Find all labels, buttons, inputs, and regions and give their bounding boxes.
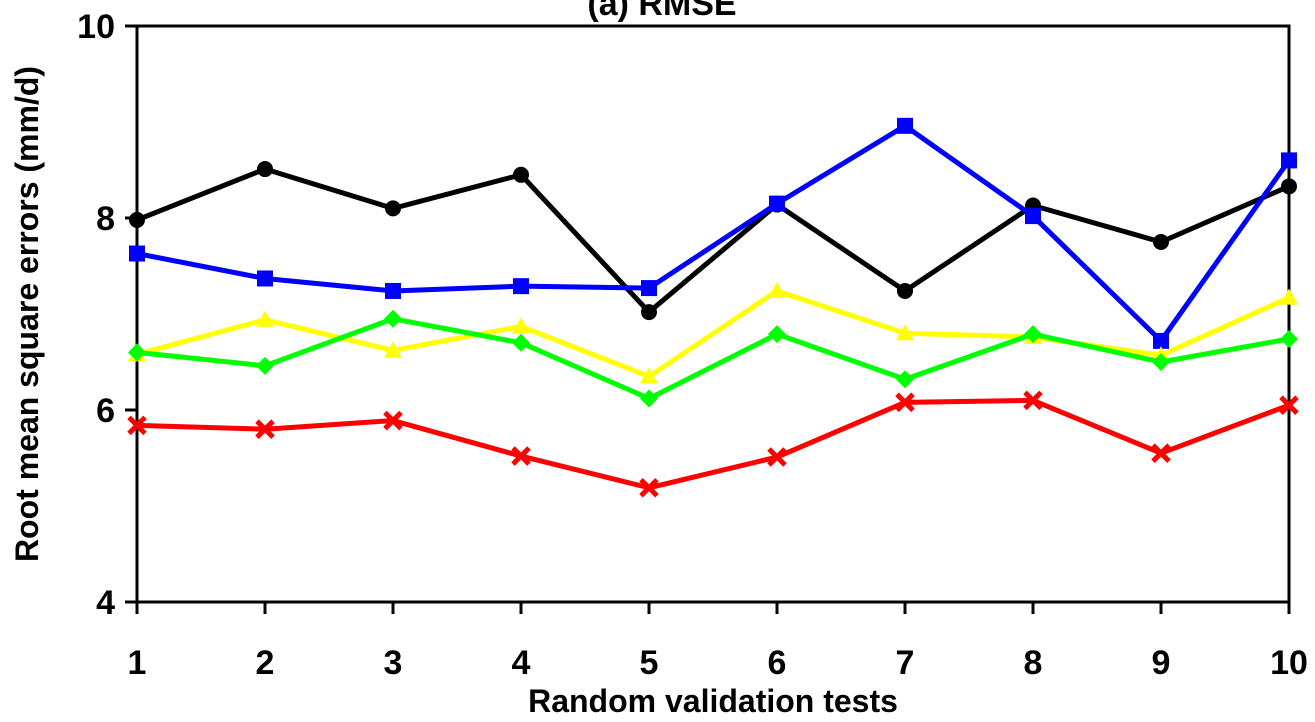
x-tick-label: 6 (768, 644, 787, 682)
series-4-point (1152, 353, 1170, 371)
chart-title: (a) RMSE (587, 0, 736, 23)
x-tick-label: 5 (640, 644, 659, 682)
x-axis: 1 2 3 4 5 6 7 8 9 10 (128, 602, 1308, 682)
series-1-point (385, 200, 401, 217)
series-2-point (897, 117, 913, 134)
series-5-point (1279, 395, 1299, 415)
series-2-point (769, 195, 785, 212)
series-2-point (1153, 332, 1169, 349)
series-1-point (1153, 234, 1169, 250)
series-2-point (257, 270, 273, 287)
x-tick-label: 10 (1270, 644, 1308, 682)
series-3-point (1280, 288, 1298, 305)
series-4-point (384, 309, 402, 328)
series-1-point (1281, 178, 1297, 195)
x-tick-label: 8 (1024, 644, 1043, 682)
series-5-point (511, 446, 531, 466)
series-1-point (897, 282, 913, 299)
series-1-point (641, 304, 657, 321)
series-2-point (385, 282, 401, 299)
series-4-point (1024, 325, 1042, 344)
series-4-point (128, 343, 146, 362)
series-3-point (896, 324, 914, 341)
series-4-line (136, 316, 1290, 401)
series-2-point (513, 278, 529, 295)
series-1-point (129, 211, 145, 228)
x-tick-label: 9 (1152, 644, 1171, 682)
series-3-point (256, 310, 274, 327)
series-4-point (256, 356, 274, 375)
series-5 (127, 390, 1299, 498)
series-1-point (257, 161, 273, 178)
series-5-point (895, 392, 915, 413)
series-5-point (127, 415, 147, 436)
y-tick-label: 10 (77, 8, 115, 46)
y-tick-label: 4 (96, 584, 115, 622)
series-5-point (383, 410, 403, 431)
plot-area-frame (135, 24, 1291, 604)
series-5-point (255, 419, 275, 439)
series-2-line (136, 123, 1292, 344)
x-tick-label: 7 (896, 644, 915, 682)
series-1-line (136, 166, 1290, 315)
x-axis-title: Random validation tests (528, 683, 898, 719)
series-2-point (1281, 152, 1297, 169)
y-tick-label: 8 (96, 200, 115, 238)
series-3-point (768, 281, 786, 298)
series-3-point (640, 367, 658, 384)
series-5-point (1151, 443, 1171, 463)
series-4 (128, 309, 1298, 408)
series-2-point (1025, 208, 1041, 225)
series-5-point (639, 477, 659, 498)
series-2-point (641, 280, 657, 297)
series-layer (127, 117, 1299, 498)
series-1 (129, 161, 1297, 321)
series-3-point (384, 341, 402, 358)
series-5-line (136, 397, 1290, 491)
series-5-point (767, 447, 787, 467)
series-1-point (513, 166, 529, 183)
y-tick-label: 6 (96, 392, 115, 430)
series-2 (129, 117, 1297, 349)
y-axis: 4 6 8 10 (77, 8, 137, 622)
series-4-point (1280, 329, 1298, 348)
series-2-point (129, 245, 145, 262)
series-4-point (512, 333, 530, 352)
series-5-point (1023, 390, 1043, 411)
x-tick-label: 2 (256, 644, 275, 682)
x-tick-label: 3 (384, 644, 403, 682)
x-tick-label: 1 (128, 644, 147, 682)
x-tick-label: 4 (512, 644, 531, 682)
series-4-point (768, 325, 786, 344)
series-4-point (896, 370, 914, 389)
series-3-point (512, 317, 530, 334)
y-axis-title: Root mean square errors (mm/d) (9, 66, 45, 562)
series-4-point (640, 389, 658, 408)
